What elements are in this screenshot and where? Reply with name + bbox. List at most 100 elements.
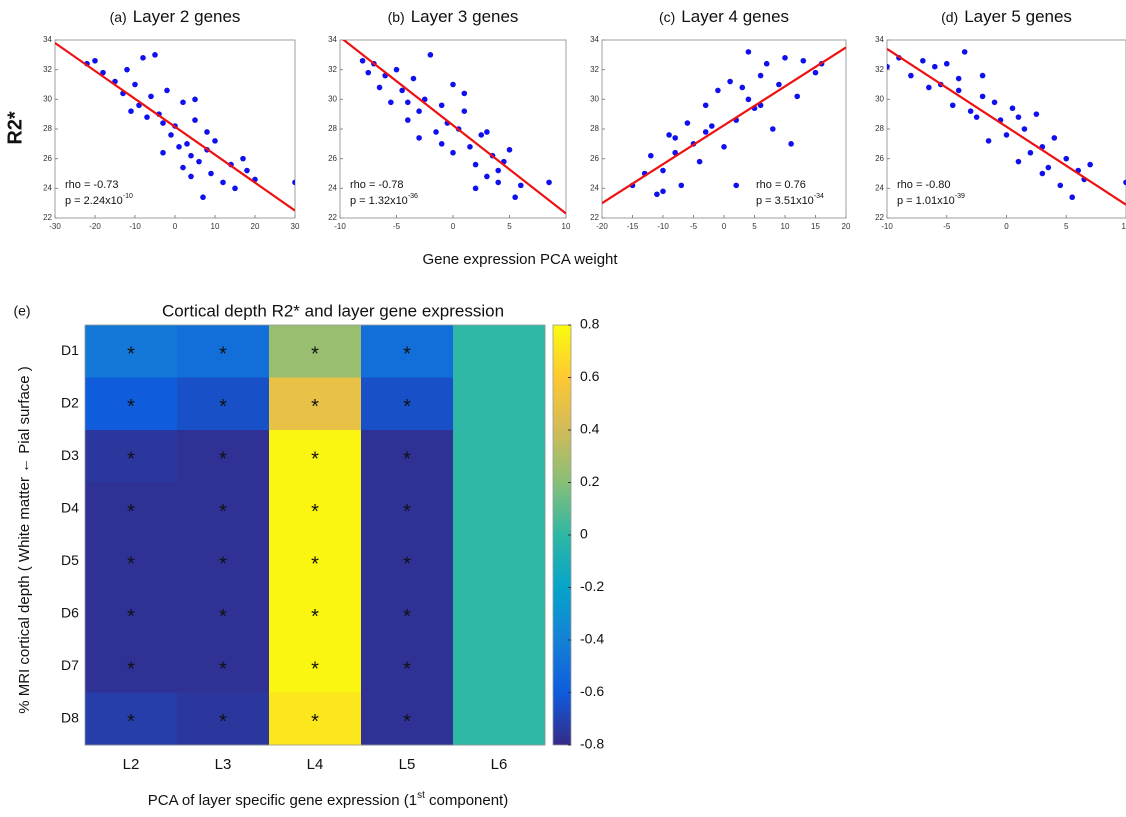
point [421,96,428,103]
heatmap-cell [177,430,270,483]
point [495,167,502,174]
point [1009,105,1016,112]
row-label: D4 [61,499,79,515]
cell-label: * [311,554,319,576]
point [433,129,439,135]
heatmap-frame [84,324,546,746]
point [461,108,468,114]
y-axis-label: % MRI cortical depth ( White matter ← Pi… [16,366,33,714]
axes-box [54,39,296,219]
point [1033,111,1040,117]
point [184,141,190,147]
p-value: p = 2.24x10 [65,195,123,207]
point [715,87,721,94]
chart-title: (d) Layer 5 genes [941,7,1072,26]
point [192,117,198,123]
rho-annotation: rho = -0.80 [897,179,951,191]
x-tick-label: -5 [943,222,951,231]
y-tick-label: 28 [590,124,599,133]
colorbar-tick-label: -0.6 [580,683,604,699]
point [546,179,552,186]
p-annotation: p = 1.01x10-39 [897,193,965,207]
point [140,55,146,61]
cell-label: * [219,449,227,471]
point [164,87,170,94]
y-tick-label: 30 [328,94,337,103]
heatmap-cell [177,377,270,431]
point [932,63,938,70]
column-label: L4 [307,756,324,773]
point [739,84,746,91]
y-tick-label: 26 [43,154,52,163]
heatmap-cell [361,377,454,431]
point [244,167,250,174]
point [672,149,678,156]
colorbar-tick-label: 0 [580,526,588,542]
point [124,66,130,73]
point [1027,149,1034,156]
panel-label: (c) [659,9,675,25]
p-annotation: p = 3.51x10-34 [756,193,824,207]
heatmap-cell [453,377,546,431]
panel-label: (a) [110,9,127,25]
p-value: p = 3.51x10 [756,195,814,207]
p-annotation: p = 2.24x10-10 [65,193,133,207]
y-tick-label: 22 [328,213,337,222]
cell-label: * [403,711,411,733]
point [438,102,445,109]
cell-label: * [219,344,227,366]
y-tick-label: 26 [875,154,884,163]
y-tick-label: 22 [875,213,884,222]
y-tick-label: 32 [43,65,52,74]
point [478,132,485,138]
point [405,99,411,106]
point [359,57,366,64]
cell-label: * [219,554,227,576]
y-tick-label: 34 [43,35,52,44]
point [1015,158,1022,165]
y-tick-label: 26 [590,154,599,163]
point [220,179,226,186]
point [148,93,154,100]
point [506,146,513,153]
point [1045,164,1052,171]
row-label: D6 [61,604,79,620]
point [1087,161,1093,168]
point [770,126,776,132]
cell-label: * [219,711,227,733]
p-annotation: p = 1.32x10-36 [350,193,418,207]
heatmap-cell [453,535,546,588]
cell-label: * [127,711,135,733]
point [467,144,473,150]
column-label: L6 [491,756,508,773]
cell-label: * [311,449,319,471]
point [757,72,764,79]
point [985,138,992,144]
x-tick-label: 5 [507,222,512,231]
x-tick-label: -20 [89,222,101,231]
x-tick-label: 20 [251,222,260,231]
point [733,182,739,189]
heatmap-cell [85,325,178,378]
point [204,129,210,135]
x-tick-label: 0 [1004,222,1009,231]
point [672,135,678,141]
point [979,72,986,79]
point [405,117,411,123]
axes-box [601,39,847,219]
x-tick-label: 10 [562,222,571,231]
x-tick-label: -10 [881,222,893,231]
y-tick-label: 32 [328,65,337,74]
point [967,108,974,114]
cell-label: * [127,449,135,471]
axes-box [886,39,1126,219]
y-tick-label: 34 [590,35,599,44]
point [512,194,518,201]
x-tick-label: -5 [393,222,401,231]
panel-label: (b) [388,9,405,25]
point [232,185,238,192]
point [702,102,709,109]
heatmap-cell [269,535,362,588]
heatmap-cell [269,377,362,431]
y-tick-label: 24 [875,183,884,192]
